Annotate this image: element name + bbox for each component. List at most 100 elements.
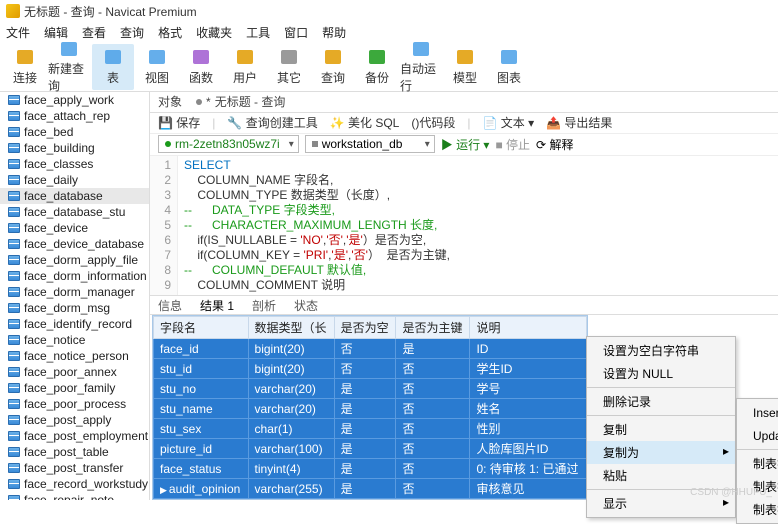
main-panel: 对象 * 无标题 - 查询 💾 保存 | 🔧 查询创建工具 ✨ 美化 SQL (… [150, 92, 778, 500]
mi-update-stmt[interactable]: Update 语句 [737, 424, 778, 447]
tab-profile[interactable]: 剖析 [252, 297, 276, 314]
toolbar-视图[interactable]: 视图 [136, 44, 178, 90]
db-combo[interactable]: workstation_db [305, 135, 435, 153]
col-header[interactable]: 字段名 [154, 317, 249, 339]
menu-format[interactable]: 格式 [158, 24, 182, 41]
sql-editor[interactable]: 123456789 SELECT COLUMN_NAME 字段名, COLUMN… [150, 156, 778, 296]
sidebar-item-face_dorm_msg[interactable]: face_dorm_msg [0, 300, 149, 316]
text-dropdown[interactable]: 📄 文本 ▾ [482, 114, 534, 131]
table-row[interactable]: stu_idbigint(20)否否学生ID [154, 359, 587, 379]
col-header[interactable]: 是否为空 [334, 317, 396, 339]
mi-copy[interactable]: 复制 [587, 418, 735, 441]
table-row[interactable]: face_idbigint(20)否是ID [154, 339, 587, 359]
sidebar-item-face_daily[interactable]: face_daily [0, 172, 149, 188]
stop-button[interactable]: ■ 停止 [495, 136, 530, 153]
toolbar-图表[interactable]: 图表 [488, 44, 530, 90]
col-header[interactable]: 是否为主键 [396, 317, 470, 339]
run-button[interactable]: ▶ 运行 ▾ [441, 136, 490, 153]
table-icon [8, 223, 20, 233]
sidebar-item-face_post_table[interactable]: face_post_table [0, 444, 149, 460]
table-icon [8, 415, 20, 425]
toolbar-新建查询[interactable]: 新建查询 [48, 44, 90, 90]
sidebar-item-face_device[interactable]: face_device [0, 220, 149, 236]
mi-insert-stmt[interactable]: Insert 语句 [737, 401, 778, 424]
menu-window[interactable]: 窗口 [284, 24, 308, 41]
toolbar-查询[interactable]: 查询 [312, 44, 354, 90]
toolbar-其它[interactable]: 其它 [268, 44, 310, 90]
col-header[interactable]: 数据类型（长 [248, 317, 334, 339]
sidebar-item-face_attach_rep[interactable]: face_attach_rep [0, 108, 149, 124]
sidebar-item-face_database[interactable]: face_database [0, 188, 149, 204]
menu-tools[interactable]: 工具 [246, 24, 270, 41]
beautify-sql[interactable]: ✨ 美化 SQL [330, 114, 400, 131]
sidebar-item-face_poor_process[interactable]: face_poor_process [0, 396, 149, 412]
table-icon [8, 399, 20, 409]
export-result[interactable]: 📤 导出结果 [546, 114, 612, 131]
sidebar-item-face_apply_work[interactable]: face_apply_work [0, 92, 149, 108]
title-bar: 无标题 - 查询 - Navicat Premium [0, 0, 778, 22]
app-icon [6, 4, 20, 18]
sidebar-item-face_classes[interactable]: face_classes [0, 156, 149, 172]
sidebar-item-face_building[interactable]: face_building [0, 140, 149, 156]
table-row[interactable]: picture_idvarchar(100)是否人脸库图片ID [154, 439, 587, 459]
server-combo[interactable]: rm-2zetn83n05wz7i [158, 135, 299, 153]
mi-copy-as[interactable]: 复制为 [587, 441, 735, 464]
menu-file[interactable]: 文件 [6, 24, 30, 41]
table-row[interactable]: stu_namevarchar(20)是否姓名 [154, 399, 587, 419]
tab-status[interactable]: 状态 [294, 297, 318, 314]
table-row[interactable]: stu_novarchar(20)是否学号 [154, 379, 587, 399]
sidebar-item-face_dorm_manager[interactable]: face_dorm_manager [0, 284, 149, 300]
sql-code[interactable]: SELECT COLUMN_NAME 字段名, COLUMN_TYPE 数据类型… [178, 156, 456, 295]
code-snippet[interactable]: ()代码段 [411, 114, 455, 131]
toolbar-模型[interactable]: 模型 [444, 44, 486, 90]
table-row[interactable]: stu_sexchar(1)是否性别 [154, 419, 587, 439]
mi-tab-data[interactable]: 制表符分隔值（数据） [737, 452, 778, 475]
table-icon [8, 335, 20, 345]
sidebar-item-face_dorm_information[interactable]: face_dorm_information [0, 268, 149, 284]
mi-set-blank[interactable]: 设置为空白字符串 [587, 339, 735, 362]
tables-sidebar: face_apply_workface_attach_repface_bedfa… [0, 92, 150, 500]
sidebar-item-face_poor_family[interactable]: face_poor_family [0, 380, 149, 396]
query-tools[interactable]: 🔧 查询创建工具 [227, 114, 317, 131]
sidebar-item-face_poor_annex[interactable]: face_poor_annex [0, 364, 149, 380]
toolbar-连接[interactable]: 连接 [4, 44, 46, 90]
toolbar-备份[interactable]: 备份 [356, 44, 398, 90]
toolbar-自动运行[interactable]: 自动运行 [400, 44, 442, 90]
sidebar-item-face_post_apply[interactable]: face_post_apply [0, 412, 149, 428]
menu-edit[interactable]: 编辑 [44, 24, 68, 41]
table-row[interactable]: audit_opinionvarchar(255)是否审核意见 [154, 479, 587, 499]
tab-objects[interactable]: 对象 [158, 93, 182, 110]
toolbar-用户[interactable]: 用户 [224, 44, 266, 90]
table-row[interactable]: face_statustinyint(4)是否0: 待审核 1: 已通过 [154, 459, 587, 479]
sidebar-item-face_identify_record[interactable]: face_identify_record [0, 316, 149, 332]
menu-view[interactable]: 查看 [82, 24, 106, 41]
result-grid[interactable]: 字段名数据类型（长是否为空是否为主键说明face_idbigint(20)否是I… [152, 315, 588, 500]
sidebar-item-face_bed[interactable]: face_bed [0, 124, 149, 140]
table-icon [8, 95, 20, 105]
tab-query[interactable]: * 无标题 - 查询 [196, 93, 285, 110]
tab-info[interactable]: 信息 [158, 297, 182, 314]
menu-query[interactable]: 查询 [120, 24, 144, 41]
query-icon [196, 99, 202, 105]
menu-fav[interactable]: 收藏夹 [196, 24, 232, 41]
menu-help[interactable]: 帮助 [322, 24, 346, 41]
toolbar-函数[interactable]: 函数 [180, 44, 222, 90]
sidebar-item-face_database_stu[interactable]: face_database_stu [0, 204, 149, 220]
sidebar-item-face_notice[interactable]: face_notice [0, 332, 149, 348]
col-header[interactable]: 说明 [470, 317, 587, 339]
mi-delete[interactable]: 删除记录 [587, 390, 735, 413]
sidebar-item-face_record_workstudy[interactable]: face_record_workstudy [0, 476, 149, 492]
sidebar-item-face_device_database[interactable]: face_device_database [0, 236, 149, 252]
sidebar-item-face_repair_note[interactable]: face_repair_note [0, 492, 149, 500]
tab-result1[interactable]: 结果 1 [200, 297, 234, 314]
explain-button[interactable]: ⟳ 解释 [536, 136, 573, 153]
sidebar-item-face_post_employment[interactable]: face_post_employment [0, 428, 149, 444]
mi-paste[interactable]: 粘贴 [587, 464, 735, 487]
save-button[interactable]: 💾 保存 [158, 114, 200, 131]
mi-set-null[interactable]: 设置为 NULL [587, 362, 735, 385]
sidebar-item-face_post_transfer[interactable]: face_post_transfer [0, 460, 149, 476]
toolbar-表[interactable]: 表 [92, 44, 134, 90]
sidebar-item-face_notice_person[interactable]: face_notice_person [0, 348, 149, 364]
sidebar-item-face_dorm_apply_file[interactable]: face_dorm_apply_file [0, 252, 149, 268]
mi-tab-both[interactable]: 制表符分隔值（字段名和数据） [737, 498, 778, 521]
